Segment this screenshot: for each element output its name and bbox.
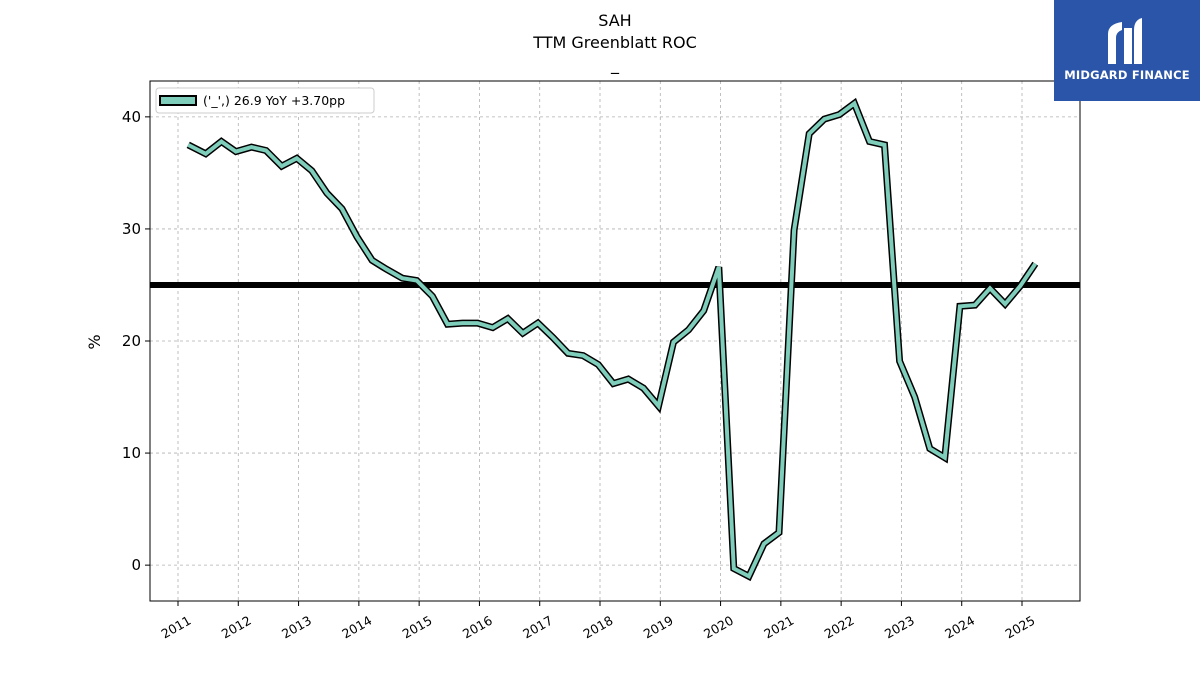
logo-mark-icon xyxy=(1108,18,1142,64)
y-axis: 0 10 20 30 40 xyxy=(122,108,150,574)
chart-subtitle: TTM Greenblatt ROC xyxy=(532,33,697,52)
series-group xyxy=(186,97,1039,582)
legend: ('_',) 26.9 YoY +3.70pp xyxy=(155,87,375,114)
x-tick-label: 2020 xyxy=(701,613,736,642)
x-tick-label: 2016 xyxy=(460,613,495,642)
x-tick-label: 2019 xyxy=(641,613,676,642)
y-tick-label: 20 xyxy=(122,332,141,350)
y-tick-label: 30 xyxy=(122,220,141,238)
logo-text: MIDGARD FINANCE xyxy=(1064,68,1190,82)
y-tick-label: 40 xyxy=(122,108,141,126)
x-tick-label: 2013 xyxy=(279,613,314,642)
x-tick-label: 2015 xyxy=(400,613,435,642)
grid xyxy=(150,81,1080,601)
y-tick-label: 0 xyxy=(131,556,141,574)
x-tick-label: 2017 xyxy=(520,613,555,642)
series-line xyxy=(187,100,1037,580)
legend-box xyxy=(155,87,375,114)
legend-label: ('_',) 26.9 YoY +3.70pp xyxy=(203,93,345,108)
chart-title: SAH xyxy=(598,11,631,30)
x-tick-label: 2023 xyxy=(882,613,917,642)
x-tick-label: 2011 xyxy=(158,613,193,642)
chart-subtitle-2: _ xyxy=(610,55,620,75)
y-axis-label: % xyxy=(85,334,104,349)
x-tick-label: 2025 xyxy=(1002,613,1037,642)
x-tick-label: 2021 xyxy=(761,613,796,642)
x-tick-label: 2014 xyxy=(339,613,374,642)
x-tick-label: 2022 xyxy=(822,613,857,642)
x-tick-label: 2018 xyxy=(580,613,615,642)
midgard-finance-logo: MIDGARD FINANCE xyxy=(1054,0,1200,101)
x-axis: 2011 2012 2013 2014 2015 2016 2017 2018 2019 2020… xyxy=(158,601,1038,642)
x-tick-label: 2012 xyxy=(219,613,254,642)
y-tick-label: 10 xyxy=(122,444,141,462)
x-tick-label: 2024 xyxy=(942,613,977,642)
legend-swatch xyxy=(159,95,197,106)
